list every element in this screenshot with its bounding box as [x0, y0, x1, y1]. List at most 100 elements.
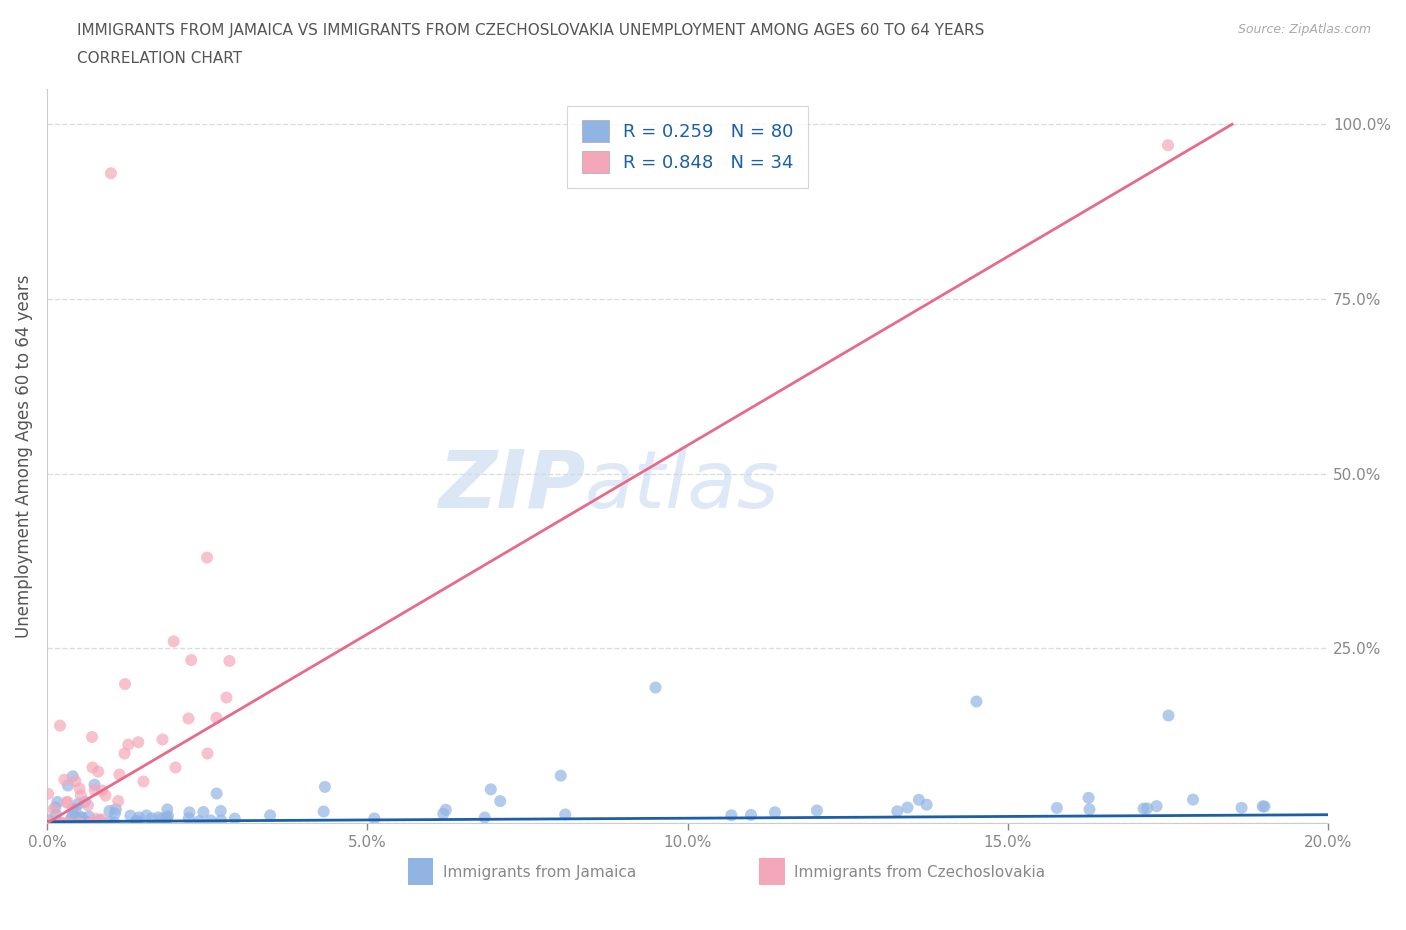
Point	[67, 780, 90, 795]
Point	[70, 810, 93, 825]
Point	[479, 782, 502, 797]
Point	[432, 806, 454, 821]
Point	[1157, 708, 1180, 723]
Point	[908, 792, 931, 807]
Point	[107, 793, 129, 808]
Point	[73, 794, 96, 809]
Point	[312, 804, 335, 819]
Point	[62, 769, 84, 784]
Point	[554, 807, 576, 822]
Point	[108, 767, 131, 782]
Text: CORRELATION CHART: CORRELATION CHART	[77, 51, 242, 66]
Point	[52, 816, 75, 830]
Point	[77, 809, 100, 824]
Point	[965, 694, 987, 709]
Point	[112, 746, 135, 761]
Point	[720, 808, 742, 823]
Point	[188, 814, 211, 829]
Point	[60, 812, 83, 827]
Point	[150, 732, 173, 747]
Point	[91, 812, 114, 827]
Point	[80, 760, 103, 775]
Point	[63, 815, 86, 830]
Point	[41, 816, 63, 830]
Point	[80, 816, 103, 830]
Point	[205, 786, 228, 801]
Point	[148, 810, 170, 825]
Text: IMMIGRANTS FROM JAMAICA VS IMMIGRANTS FROM CZECHOSLOVAKIA UNEMPLOYMENT AMONG AGE: IMMIGRANTS FROM JAMAICA VS IMMIGRANTS FR…	[77, 23, 984, 38]
Point	[83, 783, 105, 798]
Point	[125, 814, 148, 829]
Point	[150, 811, 173, 826]
Point	[489, 793, 512, 808]
Point	[127, 735, 149, 750]
Point	[70, 788, 93, 803]
Point	[127, 815, 149, 830]
Point	[209, 813, 232, 828]
Point	[62, 808, 84, 823]
Point	[156, 812, 179, 827]
Point	[55, 795, 77, 810]
Point	[125, 813, 148, 828]
Point	[163, 760, 186, 775]
Point	[37, 813, 59, 828]
Point	[51, 816, 73, 830]
Point	[180, 653, 202, 668]
Point	[132, 774, 155, 789]
Point	[83, 777, 105, 792]
Point	[886, 804, 908, 818]
Point	[550, 768, 572, 783]
Point	[896, 800, 918, 815]
Point	[65, 774, 87, 789]
Point	[77, 798, 100, 813]
Point	[915, 797, 938, 812]
Point	[70, 810, 93, 825]
Point	[67, 816, 90, 830]
Point	[58, 816, 80, 830]
Point	[38, 816, 60, 830]
Point	[62, 802, 84, 817]
Point	[128, 810, 150, 825]
Point	[93, 788, 115, 803]
Point	[45, 807, 67, 822]
Point	[53, 772, 76, 787]
Point	[104, 806, 127, 821]
Point	[1230, 801, 1253, 816]
Text: Immigrants from Jamaica: Immigrants from Jamaica	[443, 865, 636, 880]
Point	[162, 634, 184, 649]
Point	[177, 711, 200, 725]
Point	[1136, 801, 1159, 816]
Point	[135, 808, 157, 823]
Point	[195, 746, 218, 761]
Legend: R = 0.259   N = 80, R = 0.848   N = 34: R = 0.259 N = 80, R = 0.848 N = 34	[567, 106, 808, 188]
Point	[48, 815, 70, 830]
Point	[224, 811, 246, 826]
Text: Source: ZipAtlas.com: Source: ZipAtlas.com	[1237, 23, 1371, 36]
Point	[72, 814, 94, 829]
Point	[56, 778, 79, 793]
Point	[806, 803, 828, 817]
Point	[69, 814, 91, 829]
Y-axis label: Unemployment Among Ages 60 to 64 years: Unemployment Among Ages 60 to 64 years	[15, 274, 32, 638]
Point	[89, 813, 111, 828]
Point	[205, 711, 228, 725]
Point	[65, 809, 87, 824]
Point	[1182, 792, 1205, 807]
Point	[98, 804, 121, 818]
Point	[58, 815, 80, 830]
Point	[1077, 790, 1099, 805]
Point	[87, 764, 110, 779]
Point	[218, 654, 240, 669]
Point	[103, 815, 125, 830]
Point	[1253, 798, 1275, 813]
Point	[1157, 138, 1180, 153]
Point	[65, 803, 87, 817]
Point	[84, 811, 107, 826]
Point	[434, 803, 457, 817]
Point	[314, 779, 336, 794]
Text: Immigrants from Czechoslovakia: Immigrants from Czechoslovakia	[794, 865, 1046, 880]
Point	[363, 811, 385, 826]
Point	[120, 808, 142, 823]
Text: ZIP: ZIP	[437, 446, 585, 525]
Point	[193, 804, 215, 819]
